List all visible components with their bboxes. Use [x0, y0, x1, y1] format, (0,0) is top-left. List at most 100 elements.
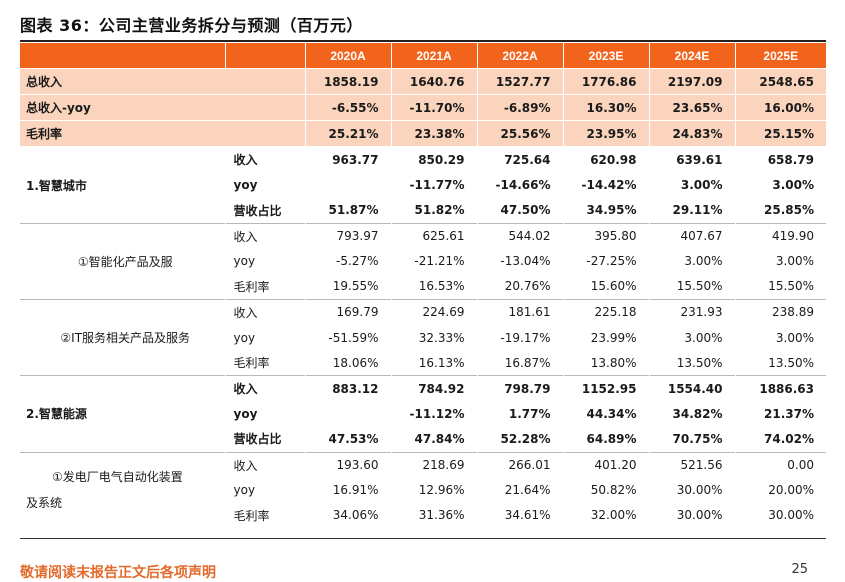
table-cell: 639.61: [649, 146, 736, 173]
table-cell: 25.56%: [477, 120, 564, 148]
table-cell: 3.00%: [772, 178, 814, 193]
table-row: yoy -11.12% 1.77% 44.34% 34.82% 21.37%: [20, 401, 826, 427]
segment-label: 1.智慧城市: [20, 146, 226, 224]
table-cell: 419.90: [735, 222, 826, 249]
table-cell: 47.53%: [305, 426, 392, 452]
metric-label: 毛利率: [225, 273, 306, 300]
table-cell: [305, 172, 392, 198]
table-cell: 52.28%: [477, 426, 564, 452]
table-cell: -6.55%: [305, 94, 392, 122]
header-blank: [225, 43, 306, 70]
year-header: 2021A: [391, 43, 478, 70]
table-cell: 1886.63: [735, 375, 826, 402]
table-cell: 2548.65: [735, 68, 826, 96]
table-cell: 625.61: [391, 222, 478, 249]
table-cell: 64.89%: [563, 426, 650, 452]
table-cell: 15.50%: [649, 273, 736, 300]
table-cell: 3.00%: [775, 330, 814, 345]
table-cell: 395.80: [563, 222, 650, 249]
table-row: ①智能化产品及服 收入 793.97 625.61 544.02 395.80 …: [20, 222, 826, 300]
table-cell: -13.04%: [477, 248, 564, 274]
table-cell: 34.95%: [563, 197, 650, 224]
table-row: 毛利率 34.06% 31.36% 34.61% 32.00% 30.00% 3…: [20, 502, 826, 528]
table-cell: 16.87%: [477, 350, 564, 376]
metric-label: 收入: [225, 375, 306, 402]
table-cell: 169.79: [305, 298, 392, 326]
table-row: 1.智慧城市 收入 963.77 850.29 725.64 620.98 63…: [20, 146, 826, 224]
table-cell: -27.25%: [563, 248, 650, 274]
metric-label: 收入: [225, 298, 306, 326]
table-cell: 784.92: [391, 375, 478, 402]
table-cell: 963.77: [305, 146, 392, 173]
metric-label: 毛利率: [225, 350, 306, 376]
row-label: 总收入: [20, 68, 306, 96]
table-cell: 401.20: [563, 451, 650, 478]
segment-label: 2.智慧能源: [20, 375, 226, 452]
table-cell: 21.37%: [764, 406, 814, 421]
metric-label: yoy: [225, 401, 306, 427]
metric-label: 收入: [225, 451, 306, 478]
table-cell: 3.00%: [775, 254, 814, 269]
year-header: 2024E: [649, 43, 736, 70]
table-cell: 25.21%: [305, 120, 392, 148]
table-cell: 544.02: [477, 222, 564, 249]
table-cell: 44.34%: [563, 401, 650, 427]
table-cell: 3.00%: [649, 248, 736, 274]
table-cell: 798.79: [477, 375, 564, 402]
row-label: 毛利率: [20, 120, 306, 148]
metric-label: yoy: [225, 325, 306, 351]
table-cell: 193.60: [305, 451, 392, 478]
year-header: 2023E: [563, 43, 650, 70]
table-cell: 30.00%: [768, 508, 814, 523]
table-cell: 1776.86: [563, 68, 650, 96]
subsegment-label: ②IT服务相关产品及服务: [20, 298, 226, 376]
table-cell: 15.50%: [768, 279, 814, 294]
table-cell: -21.21%: [391, 248, 478, 274]
table-cell: 30.00%: [649, 477, 736, 503]
table-cell: -5.27%: [305, 248, 392, 274]
table-cell: 225.18: [563, 298, 650, 326]
table-row: 营收占比 47.53% 47.84% 52.28% 64.89% 70.75% …: [20, 426, 826, 452]
table-cell: 15.60%: [563, 273, 650, 300]
table-cell: -51.59%: [305, 325, 392, 351]
table-cell: 407.67: [649, 222, 736, 249]
table-cell: 74.02%: [764, 431, 814, 446]
table-cell: 224.69: [391, 298, 478, 326]
table-cell: 34.82%: [649, 401, 736, 427]
row-label: 总收入-yoy: [20, 94, 306, 122]
table-row: yoy -51.59% 32.33% -19.17% 23.99% 3.00% …: [20, 325, 826, 351]
footer-disclaimer: 敬请阅读末报告正文后各项声明: [20, 565, 216, 581]
table-cell: 30.00%: [649, 502, 736, 528]
table-row: 毛利率 18.06% 16.13% 16.87% 13.80% 13.50% 1…: [20, 350, 826, 376]
metric-label: yoy: [225, 172, 306, 198]
table-cell: 13.50%: [768, 355, 814, 370]
table-cell: 12.96%: [391, 477, 478, 503]
table-cell: 20.76%: [477, 273, 564, 300]
table-cell: 181.61: [477, 298, 564, 326]
table-cell: 47.50%: [477, 197, 564, 224]
table-row: 毛利率 19.55% 16.53% 20.76% 15.60% 15.50% 1…: [20, 273, 826, 300]
table-cell: 23.38%: [391, 120, 478, 148]
table-cell: 47.84%: [391, 426, 478, 452]
table-cell: 16.53%: [391, 273, 478, 300]
table-cell: 1.77%: [477, 401, 564, 427]
table-cell: 19.55%: [305, 273, 392, 300]
table-row: ②IT服务相关产品及服务 收入 169.79 224.69 181.61 225…: [20, 298, 826, 376]
metric-label: yoy: [225, 477, 306, 503]
table-cell: 16.91%: [305, 477, 392, 503]
table-cell: 883.12: [305, 375, 392, 402]
table-cell: 32.00%: [563, 502, 650, 528]
table-cell: 34.06%: [305, 502, 392, 528]
table-cell: 218.69: [391, 451, 478, 478]
table-cell: 20.00%: [768, 483, 814, 498]
subsegment-label-line2: 及系统: [26, 496, 63, 511]
table-row-gross-margin: 毛利率 25.21% 23.38% 25.56% 23.95% 24.83% 2…: [20, 120, 826, 148]
table-cell: 51.87%: [305, 197, 392, 224]
table-header-row: 2020A 2021A 2022A 2023E 2024E 2025E: [20, 43, 826, 70]
table-cell: 0.00: [735, 451, 826, 478]
table-cell: -14.66%: [477, 172, 564, 198]
year-header: 2025E: [735, 43, 826, 70]
table-cell: [305, 401, 392, 427]
table-row-total-revenue: 总收入 1858.19 1640.76 1527.77 1776.86 2197…: [20, 68, 826, 96]
subsegment-label-line1: ①发电厂电气自动化装置: [52, 470, 183, 485]
